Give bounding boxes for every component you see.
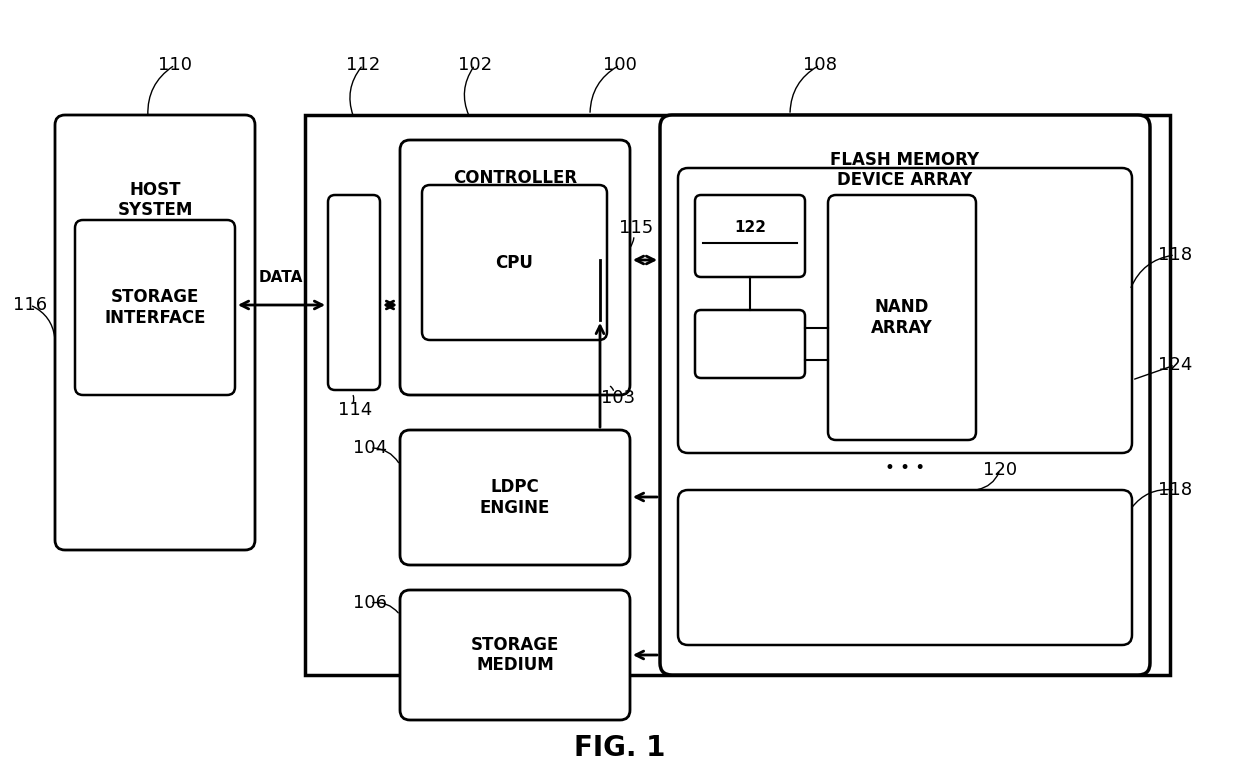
FancyBboxPatch shape bbox=[694, 195, 805, 277]
FancyBboxPatch shape bbox=[678, 490, 1132, 645]
Text: 114: 114 bbox=[337, 401, 372, 419]
FancyBboxPatch shape bbox=[401, 140, 630, 395]
Text: HOST
SYSTEM: HOST SYSTEM bbox=[118, 181, 192, 220]
FancyBboxPatch shape bbox=[694, 310, 805, 378]
FancyBboxPatch shape bbox=[422, 185, 608, 340]
Text: 106: 106 bbox=[353, 594, 387, 612]
FancyBboxPatch shape bbox=[401, 590, 630, 720]
Text: 122: 122 bbox=[734, 220, 766, 235]
Text: FLASH MEMORY
DEVICE ARRAY: FLASH MEMORY DEVICE ARRAY bbox=[831, 151, 980, 189]
Text: STORAGE
INTERFACE: STORAGE INTERFACE bbox=[104, 288, 206, 327]
Bar bbox=[305, 115, 1171, 675]
Text: • • •: • • • bbox=[885, 459, 925, 477]
Text: LDPC
ENGINE: LDPC ENGINE bbox=[480, 478, 551, 517]
Text: 104: 104 bbox=[353, 439, 387, 457]
Text: 124: 124 bbox=[1158, 356, 1192, 374]
FancyBboxPatch shape bbox=[678, 168, 1132, 453]
FancyBboxPatch shape bbox=[329, 195, 379, 390]
Text: CPU: CPU bbox=[496, 253, 533, 271]
Text: CONTROLLER: CONTROLLER bbox=[453, 169, 577, 187]
FancyBboxPatch shape bbox=[74, 220, 236, 395]
Text: 115: 115 bbox=[619, 219, 653, 237]
Text: 102: 102 bbox=[458, 56, 492, 74]
Text: 112: 112 bbox=[346, 56, 381, 74]
FancyBboxPatch shape bbox=[401, 430, 630, 565]
Text: DATA: DATA bbox=[259, 271, 304, 285]
Text: 120: 120 bbox=[983, 461, 1017, 479]
FancyBboxPatch shape bbox=[55, 115, 255, 550]
Text: NAND
ARRAY: NAND ARRAY bbox=[872, 298, 932, 337]
Text: 100: 100 bbox=[603, 56, 637, 74]
Text: STORAGE
MEDIUM: STORAGE MEDIUM bbox=[471, 636, 559, 674]
Text: 116: 116 bbox=[12, 296, 47, 314]
FancyBboxPatch shape bbox=[828, 195, 976, 440]
Text: 110: 110 bbox=[157, 56, 192, 74]
Text: FIG. 1: FIG. 1 bbox=[574, 734, 666, 762]
Text: 118: 118 bbox=[1158, 481, 1192, 499]
Text: 118: 118 bbox=[1158, 246, 1192, 264]
Text: 108: 108 bbox=[804, 56, 837, 74]
Text: 103: 103 bbox=[601, 389, 635, 407]
FancyBboxPatch shape bbox=[660, 115, 1149, 675]
